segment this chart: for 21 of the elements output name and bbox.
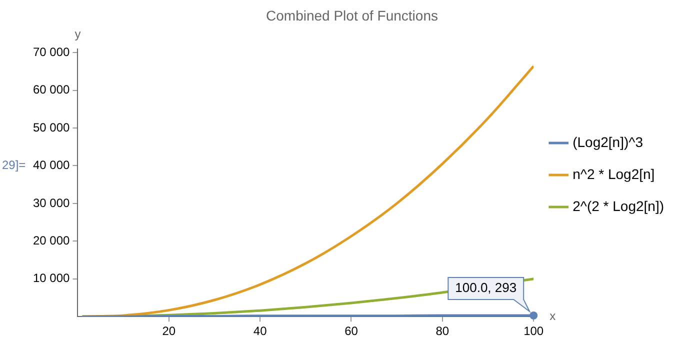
x-tick-label: 40 [253, 324, 268, 338]
y-tick-label: 20 000 [33, 233, 70, 248]
y-axis-title: y [74, 27, 81, 42]
y-tick-label: 50 000 [33, 120, 70, 134]
chart-title: Combined Plot of Functions [266, 7, 438, 24]
x-tick-label: 20 [162, 324, 176, 338]
x-axis-title: x [550, 308, 556, 323]
y-tick-label: 10 000 [33, 271, 70, 286]
annotation: 100.0, 293 [455, 280, 517, 296]
x-tick-label: 80 [436, 324, 450, 338]
line-series [81, 64, 534, 317]
legend-label: (Log2[n])^3 [572, 134, 644, 150]
y-tick-label: 40 000 [33, 158, 70, 172]
y-tick-label: 30 000 [33, 196, 70, 210]
text: 29]= [2, 158, 26, 172]
x-tick-label: 100 [524, 324, 544, 338]
legend-label: 2^(2 * Log2[n]) [572, 198, 664, 214]
legend-label: n^2 * Log2[n] [572, 166, 655, 182]
y-tick-label: 60 000 [33, 82, 70, 97]
x-tick-label: 60 [344, 324, 358, 338]
y-tick-label: 70 000 [33, 44, 70, 59]
